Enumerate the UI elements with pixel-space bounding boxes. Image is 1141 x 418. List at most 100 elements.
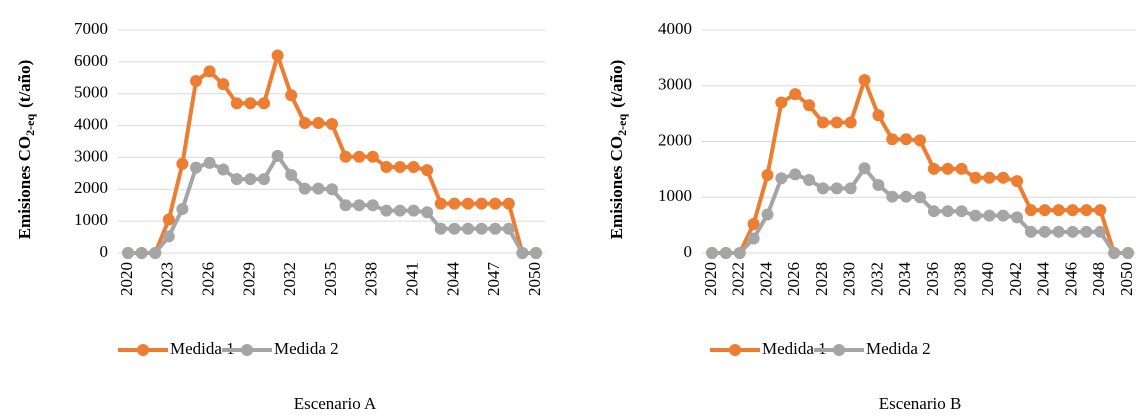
data-point bbox=[1011, 211, 1024, 224]
x-tick-label: 2024 bbox=[756, 262, 775, 297]
data-point bbox=[421, 206, 434, 219]
legend-marker bbox=[241, 344, 253, 356]
data-point bbox=[271, 149, 284, 162]
x-tick-label: 2041 bbox=[403, 262, 422, 296]
x-tick-label: 2038 bbox=[362, 262, 381, 296]
data-point bbox=[230, 97, 243, 110]
data-point bbox=[326, 183, 338, 196]
data-point bbox=[761, 168, 774, 181]
x-tick-label: 2034 bbox=[895, 262, 914, 297]
data-point bbox=[271, 49, 284, 62]
y-tick-label: 7000 bbox=[74, 19, 108, 38]
y-axis-label-suffix: (t/año) bbox=[607, 60, 626, 108]
data-point bbox=[162, 213, 175, 226]
data-point bbox=[830, 182, 843, 195]
data-point bbox=[475, 197, 488, 210]
data-point bbox=[1011, 175, 1024, 188]
data-point bbox=[775, 96, 788, 109]
data-point bbox=[380, 204, 393, 217]
data-point bbox=[747, 218, 760, 231]
x-tick-label: 2028 bbox=[812, 262, 831, 296]
data-point bbox=[258, 173, 270, 186]
data-point bbox=[394, 204, 406, 217]
data-point bbox=[230, 173, 243, 186]
data-point bbox=[190, 161, 202, 174]
data-point bbox=[789, 88, 802, 101]
data-point bbox=[326, 117, 338, 130]
data-point bbox=[1080, 204, 1093, 217]
data-point bbox=[462, 222, 474, 235]
data-point bbox=[339, 199, 352, 212]
x-tick-label: 2044 bbox=[1034, 262, 1053, 297]
data-point bbox=[407, 204, 420, 217]
data-point bbox=[844, 116, 857, 129]
x-tick-label: 2023 bbox=[158, 262, 177, 296]
data-point bbox=[1094, 225, 1107, 238]
legend-label: Medida 2 bbox=[274, 339, 339, 358]
data-point bbox=[858, 162, 871, 175]
x-tick-label: 2020 bbox=[117, 262, 136, 296]
data-point bbox=[747, 232, 760, 245]
x-tick-label: 2032 bbox=[280, 262, 299, 296]
data-point bbox=[489, 222, 502, 235]
data-point bbox=[803, 99, 816, 112]
data-point bbox=[203, 65, 216, 78]
data-point bbox=[502, 222, 515, 235]
data-point bbox=[176, 157, 189, 170]
caption: Escenario B bbox=[879, 394, 962, 413]
data-point bbox=[955, 162, 968, 175]
x-tick-label: 2042 bbox=[1006, 262, 1025, 296]
y-tick-label: 0 bbox=[100, 242, 109, 261]
data-point bbox=[353, 150, 366, 163]
data-point bbox=[914, 134, 926, 147]
data-point bbox=[366, 150, 379, 163]
data-point bbox=[258, 97, 270, 110]
x-tick-label: 2026 bbox=[199, 262, 218, 296]
data-point bbox=[149, 247, 162, 259]
data-point bbox=[203, 156, 216, 169]
x-tick-label: 2022 bbox=[729, 262, 748, 296]
y-axis-label: Emisiones CO2-eq (t/año) bbox=[15, 60, 37, 240]
x-tick-label: 2032 bbox=[867, 262, 886, 296]
x-tick-label: 2020 bbox=[701, 262, 720, 296]
y-axis-label-sub: 2-eq bbox=[23, 114, 37, 136]
data-point bbox=[900, 133, 913, 146]
x-tick-label: 2047 bbox=[484, 262, 503, 297]
data-point bbox=[434, 197, 447, 210]
x-tick-label: 2050 bbox=[1117, 262, 1136, 296]
data-point bbox=[407, 160, 420, 173]
data-point bbox=[969, 209, 982, 222]
data-point bbox=[1108, 247, 1121, 259]
data-point bbox=[761, 208, 774, 221]
x-tick-label: 2038 bbox=[951, 262, 970, 296]
data-point bbox=[927, 205, 940, 218]
x-tick-label: 2046 bbox=[1061, 262, 1080, 296]
data-point bbox=[914, 191, 926, 204]
data-point bbox=[1038, 204, 1051, 217]
x-tick-label: 2029 bbox=[239, 262, 258, 296]
data-point bbox=[1066, 225, 1079, 238]
data-point bbox=[997, 209, 1010, 222]
data-point bbox=[1122, 247, 1134, 259]
data-point bbox=[733, 247, 746, 259]
data-point bbox=[530, 247, 542, 259]
data-point bbox=[516, 247, 529, 259]
data-point bbox=[872, 178, 885, 191]
data-point bbox=[941, 205, 954, 218]
data-point bbox=[983, 171, 996, 184]
data-point bbox=[872, 109, 885, 122]
x-tick-label: 2048 bbox=[1089, 262, 1108, 296]
data-point bbox=[366, 199, 379, 212]
data-point bbox=[489, 197, 502, 210]
data-point bbox=[135, 247, 148, 259]
data-point bbox=[775, 172, 788, 185]
data-point bbox=[1066, 204, 1079, 217]
data-point bbox=[927, 162, 940, 175]
data-point bbox=[448, 197, 461, 210]
y-axis-label-sub: 2-eq bbox=[615, 114, 629, 136]
data-point bbox=[162, 230, 175, 243]
y-axis-label: Emisiones CO2-eq (t/año) bbox=[607, 60, 629, 240]
y-tick-label: 4000 bbox=[658, 19, 692, 38]
data-point bbox=[886, 133, 899, 146]
